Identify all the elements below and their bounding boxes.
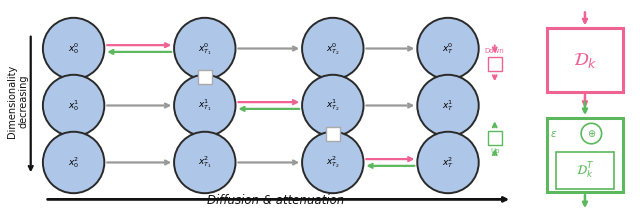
FancyBboxPatch shape xyxy=(326,127,340,141)
Text: $x^{1}_{T_2}$: $x^{1}_{T_2}$ xyxy=(326,97,340,114)
Text: $x^{1}_{T}$: $x^{1}_{T}$ xyxy=(442,98,454,113)
Ellipse shape xyxy=(174,75,236,136)
Text: Down: Down xyxy=(208,60,228,66)
Ellipse shape xyxy=(302,18,364,79)
Ellipse shape xyxy=(174,18,236,79)
Ellipse shape xyxy=(43,132,104,193)
FancyBboxPatch shape xyxy=(556,152,614,189)
Text: Up: Up xyxy=(320,117,330,123)
Text: $x^{1}_{0}$: $x^{1}_{0}$ xyxy=(68,98,79,113)
Text: Down: Down xyxy=(485,48,504,54)
Text: $\oplus$: $\oplus$ xyxy=(587,128,596,139)
FancyBboxPatch shape xyxy=(198,70,212,84)
Text: Up: Up xyxy=(192,60,202,66)
Text: $\varepsilon$: $\varepsilon$ xyxy=(550,128,557,139)
Text: $x^{0}_{T_2}$: $x^{0}_{T_2}$ xyxy=(326,41,340,57)
Ellipse shape xyxy=(417,75,479,136)
Ellipse shape xyxy=(43,18,104,79)
Text: Up: Up xyxy=(490,148,499,154)
Ellipse shape xyxy=(302,132,364,193)
Text: $\mathcal{D}_k^T$: $\mathcal{D}_k^T$ xyxy=(576,161,594,181)
Text: $x^{0}_{0}$: $x^{0}_{0}$ xyxy=(68,41,79,56)
FancyBboxPatch shape xyxy=(547,118,623,192)
Ellipse shape xyxy=(43,75,104,136)
Text: $x^{2}_{T_2}$: $x^{2}_{T_2}$ xyxy=(326,154,340,170)
Text: $x^{2}_{T_1}$: $x^{2}_{T_1}$ xyxy=(198,154,212,170)
Text: Down: Down xyxy=(336,117,356,123)
Ellipse shape xyxy=(417,132,479,193)
Ellipse shape xyxy=(302,75,364,136)
FancyBboxPatch shape xyxy=(547,28,623,92)
Ellipse shape xyxy=(174,132,236,193)
FancyBboxPatch shape xyxy=(488,131,502,145)
Text: Dimensionality
decreasing: Dimensionality decreasing xyxy=(7,65,29,138)
Text: $x^{0}_{T}$: $x^{0}_{T}$ xyxy=(442,41,454,56)
Text: $\mathcal{D}_k$: $\mathcal{D}_k$ xyxy=(573,51,597,70)
Text: $x^{2}_{T}$: $x^{2}_{T}$ xyxy=(442,155,454,170)
FancyBboxPatch shape xyxy=(488,57,502,71)
Text: Diffusion & attenuation: Diffusion & attenuation xyxy=(207,194,344,207)
Ellipse shape xyxy=(581,123,602,144)
Text: $x^{0}_{T_1}$: $x^{0}_{T_1}$ xyxy=(198,41,212,57)
Text: $x^{1}_{T_1}$: $x^{1}_{T_1}$ xyxy=(198,97,212,114)
Ellipse shape xyxy=(417,18,479,79)
Text: $x^{2}_{0}$: $x^{2}_{0}$ xyxy=(68,155,79,170)
